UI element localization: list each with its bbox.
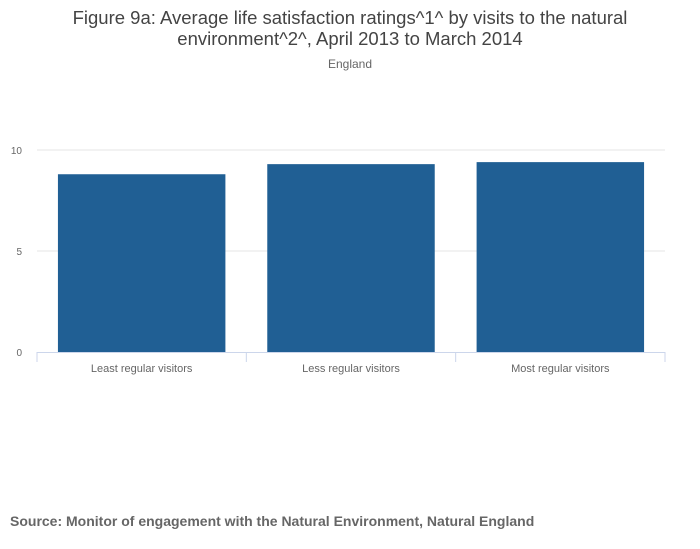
y-tick-label: 0 (16, 348, 22, 359)
bar-chart: 0 5 10 Least regular visitors Less regular … (11, 146, 666, 375)
y-tick-label: 10 (11, 146, 23, 157)
source-note: Source: Monitor of engagement with the N… (10, 513, 535, 529)
chart-title: Figure 9a: Average life satisfaction rat… (72, 7, 628, 49)
chart-subtitle: England (327, 57, 373, 71)
y-axis-ticks: 0 5 10 (11, 146, 23, 359)
x-tick-label: Less regular visitors (302, 363, 400, 375)
bar (267, 164, 435, 352)
bar (57, 174, 226, 352)
x-tick-label: Least regular visitors (91, 363, 193, 375)
y-tick-label: 5 (16, 247, 22, 258)
x-axis-ticks: Least regular visitors Less regular visit… (91, 363, 610, 375)
bars (57, 162, 645, 352)
x-axis (36, 352, 666, 362)
x-tick-label: Most regular visitors (511, 363, 610, 375)
bar (476, 162, 645, 352)
